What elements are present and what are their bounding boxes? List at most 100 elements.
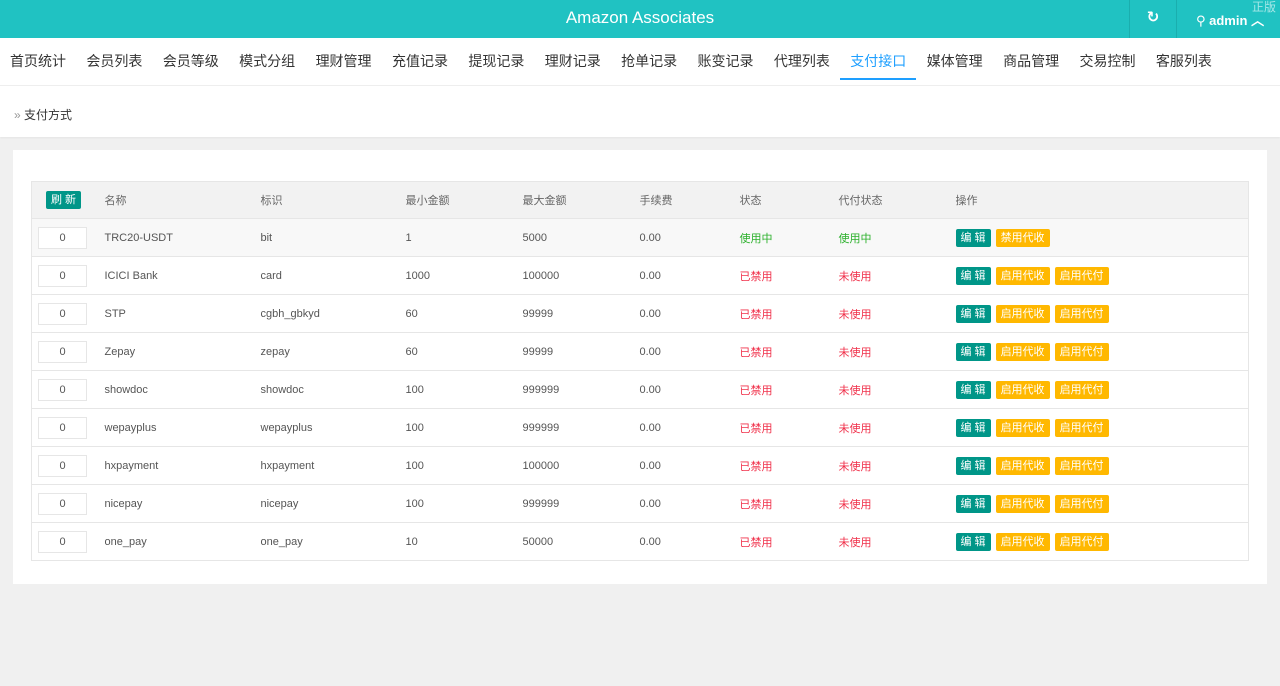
toggle-action-button[interactable]: 启用代收 bbox=[995, 342, 1050, 361]
toggle-action-button[interactable]: 启用代收 bbox=[995, 418, 1050, 437]
edit-button[interactable]: 编 辑 bbox=[955, 228, 991, 247]
sort-input[interactable] bbox=[38, 454, 87, 477]
status-cell: 已禁用 bbox=[739, 332, 839, 371]
col-header: 最大金额 bbox=[522, 181, 640, 219]
table-row: hxpayment hxpayment 100 100000 0.00 已禁用 … bbox=[31, 446, 1249, 485]
edit-button[interactable]: 编 辑 bbox=[955, 304, 991, 323]
payment-table: 刷 新 名称 标识 最小金额 最大金额 手续费 状态 代付状态 操作 TRC20… bbox=[31, 181, 1249, 561]
sort-input[interactable] bbox=[38, 378, 87, 401]
nav-tab[interactable]: 商品管理 bbox=[1003, 53, 1060, 69]
toggle-action-button[interactable]: 启用代收 bbox=[995, 380, 1050, 399]
nav-tab[interactable]: 会员等级 bbox=[162, 53, 219, 69]
nav-tab[interactable]: 模式分组 bbox=[239, 53, 296, 69]
nav-tab[interactable]: 理财记录 bbox=[544, 53, 601, 69]
status-cell: 已禁用 bbox=[739, 484, 839, 523]
username: admin bbox=[1209, 13, 1248, 28]
actions-cell: 编 辑启用代收 启用代付 bbox=[955, 370, 1249, 409]
sort-input[interactable] bbox=[38, 530, 87, 553]
code-cell: bit bbox=[260, 218, 406, 257]
nav-tab[interactable]: 代理列表 bbox=[773, 53, 830, 69]
status-cell: 使用中 bbox=[739, 218, 839, 257]
table-row: ICICI Bank card 1000 100000 0.00 已禁用 未使用… bbox=[31, 256, 1249, 295]
nav-tab[interactable]: 支付接口 bbox=[840, 38, 917, 80]
payout-status-cell: 使用中 bbox=[838, 218, 956, 257]
fee-cell: 0.00 bbox=[639, 522, 740, 561]
code-cell: hxpayment bbox=[260, 446, 406, 485]
fee-cell: 0.00 bbox=[639, 484, 740, 523]
toggle-action-button[interactable]: 禁用代收 bbox=[995, 228, 1050, 247]
min-cell: 100 bbox=[405, 446, 523, 485]
sort-input[interactable] bbox=[38, 264, 87, 287]
name-cell: ICICI Bank bbox=[104, 256, 261, 295]
edit-button[interactable]: 编 辑 bbox=[955, 418, 991, 437]
toggle-action-button[interactable]: 启用代收 bbox=[995, 304, 1050, 323]
fee-cell: 0.00 bbox=[639, 332, 740, 371]
edit-button[interactable]: 编 辑 bbox=[955, 342, 991, 361]
sort-input[interactable] bbox=[38, 416, 87, 439]
edit-button[interactable]: 编 辑 bbox=[955, 532, 991, 551]
toggle-action-button[interactable]: 启用代收 bbox=[995, 494, 1050, 513]
top-header: Amazon Associates ↻ ⚲ admin ︿ 正版 bbox=[0, 0, 1280, 38]
nav-tab[interactable]: 抢单记录 bbox=[621, 53, 678, 69]
payout-status-cell: 未使用 bbox=[838, 484, 956, 523]
nav-tab[interactable]: 提现记录 bbox=[468, 53, 525, 69]
user-menu[interactable]: ⚲ admin ︿ bbox=[1196, 10, 1264, 29]
min-cell: 60 bbox=[405, 294, 523, 333]
edit-button[interactable]: 编 辑 bbox=[955, 380, 991, 399]
table-row: TRC20-USDT bit 1 5000 0.00 使用中 使用中 编 辑禁用… bbox=[31, 218, 1249, 257]
toggle-action-button[interactable]: 启用代付 bbox=[1054, 342, 1109, 361]
nav-tab[interactable]: 媒体管理 bbox=[926, 53, 983, 69]
toggle-action-button[interactable]: 启用代收 bbox=[995, 532, 1050, 551]
name-cell: wepayplus bbox=[104, 408, 261, 447]
actions-cell: 编 辑启用代收 启用代付 bbox=[955, 408, 1249, 447]
nav-tab[interactable]: 理财管理 bbox=[315, 53, 372, 69]
max-cell: 999999 bbox=[522, 484, 640, 523]
nav-tab[interactable]: 交易控制 bbox=[1079, 53, 1136, 69]
sort-input[interactable] bbox=[38, 226, 87, 249]
fee-cell: 0.00 bbox=[639, 446, 740, 485]
name-cell: one_pay bbox=[104, 522, 261, 561]
status-cell: 已禁用 bbox=[739, 256, 839, 295]
refresh-button[interactable]: 刷 新 bbox=[46, 191, 82, 209]
toggle-action-button[interactable]: 启用代付 bbox=[1054, 494, 1109, 513]
sort-input[interactable] bbox=[38, 302, 87, 325]
payout-status-cell: 未使用 bbox=[838, 256, 956, 295]
payout-status-cell: 未使用 bbox=[838, 294, 956, 333]
status-cell: 已禁用 bbox=[739, 294, 839, 333]
nav-tab[interactable]: 客服列表 bbox=[1155, 53, 1212, 69]
edit-button[interactable]: 编 辑 bbox=[955, 494, 991, 513]
fee-cell: 0.00 bbox=[639, 294, 740, 333]
name-cell: showdoc bbox=[104, 370, 261, 409]
nav-tab[interactable]: 账变记录 bbox=[697, 53, 754, 69]
sort-input[interactable] bbox=[38, 340, 87, 363]
fee-cell: 0.00 bbox=[639, 408, 740, 447]
status-cell: 已禁用 bbox=[739, 446, 839, 485]
toggle-action-button[interactable]: 启用代付 bbox=[1054, 532, 1109, 551]
actions-cell: 编 辑启用代收 启用代付 bbox=[955, 294, 1249, 333]
toggle-action-button[interactable]: 启用代收 bbox=[995, 266, 1050, 285]
toggle-action-button[interactable]: 启用代付 bbox=[1054, 266, 1109, 285]
toggle-action-button[interactable]: 启用代付 bbox=[1054, 304, 1109, 323]
nav-tab[interactable]: 首页统计 bbox=[10, 53, 66, 69]
payout-status-cell: 未使用 bbox=[838, 522, 956, 561]
col-header: 标识 bbox=[260, 181, 406, 219]
toggle-action-button[interactable]: 启用代付 bbox=[1054, 380, 1109, 399]
toggle-action-button[interactable]: 启用代付 bbox=[1054, 418, 1109, 437]
name-cell: TRC20-USDT bbox=[104, 218, 261, 257]
toggle-action-button[interactable]: 启用代付 bbox=[1054, 456, 1109, 475]
min-cell: 60 bbox=[405, 332, 523, 371]
edit-button[interactable]: 编 辑 bbox=[955, 456, 991, 475]
sort-input[interactable] bbox=[38, 492, 87, 515]
max-cell: 100000 bbox=[522, 256, 640, 295]
edit-button[interactable]: 编 辑 bbox=[955, 266, 991, 285]
nav-tab[interactable]: 充值记录 bbox=[391, 53, 448, 69]
fee-cell: 0.00 bbox=[639, 218, 740, 257]
toggle-action-button[interactable]: 启用代收 bbox=[995, 456, 1050, 475]
fee-cell: 0.00 bbox=[639, 256, 740, 295]
nav-tab[interactable]: 会员列表 bbox=[86, 53, 143, 69]
code-cell: wepayplus bbox=[260, 408, 406, 447]
refresh-icon[interactable]: ↻ bbox=[1129, 0, 1177, 38]
max-cell: 5000 bbox=[522, 218, 640, 257]
payout-status-cell: 未使用 bbox=[838, 408, 956, 447]
breadcrumb: » 支付方式 bbox=[0, 86, 1280, 137]
